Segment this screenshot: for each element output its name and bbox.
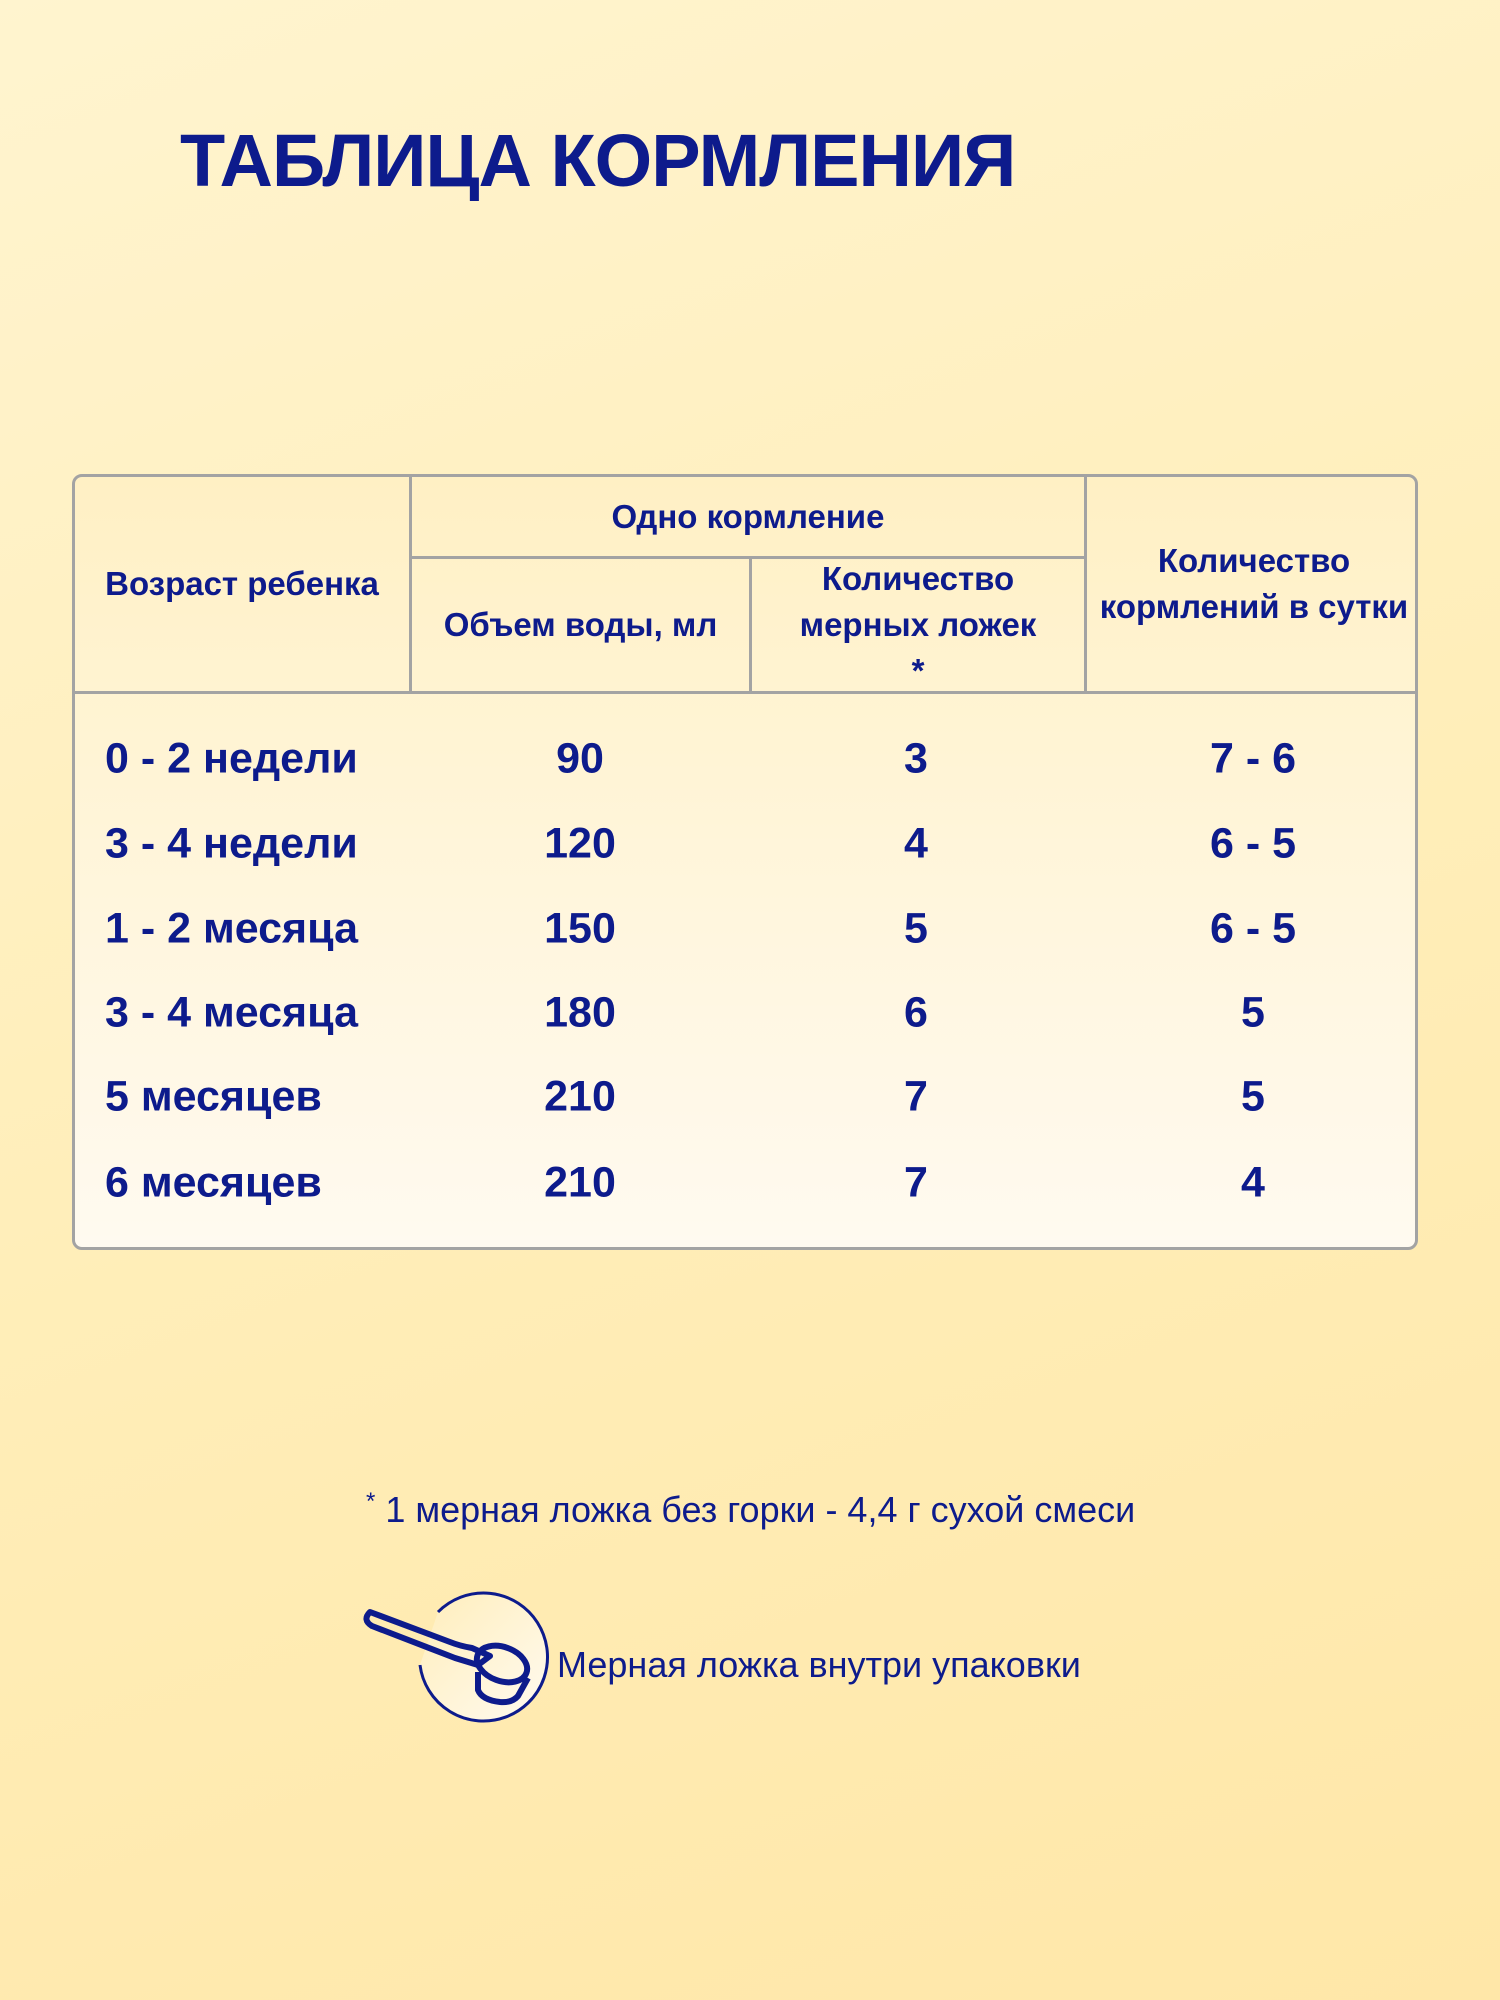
table-row: 3 - 4 недели 120 4 6 - 5 [75,802,1415,886]
cell-spoons: 6 [904,988,928,1037]
feeding-table: Возраст ребенка Одно кормление Объем вод… [72,474,1418,1250]
cell-age: 1 - 2 месяца [105,904,359,953]
divider [75,691,1415,694]
cell-feedings: 4 [1241,1158,1265,1207]
cell-age: 3 - 4 месяца [105,988,359,1037]
table-row: 5 месяцев 210 7 5 [75,1055,1415,1139]
divider [409,477,412,693]
cell-water: 180 [544,988,616,1037]
cell-water: 150 [544,904,616,953]
cell-water: 120 [544,819,616,868]
cell-feedings: 6 - 5 [1209,819,1297,868]
measuring-spoon-icon [363,1591,549,1723]
footnote: * 1 мерная ложка без горки - 4,4 г сухой… [366,1488,1135,1531]
table-row: 1 - 2 месяца 150 5 6 - 5 [75,887,1415,971]
cell-age: 6 месяцев [105,1158,322,1207]
cell-water: 210 [544,1072,616,1121]
table-row: 3 - 4 месяца 180 6 5 [75,971,1415,1055]
header-age: Возраст ребенка [105,565,379,602]
cell-age: 0 - 2 недели [105,734,358,783]
cell-feedings: 6 - 5 [1209,904,1297,953]
divider [1084,477,1087,693]
cell-age: 5 месяцев [105,1072,322,1121]
table-row: 0 - 2 недели 90 3 7 - 6 [75,717,1415,801]
cell-spoons: 7 [904,1072,928,1121]
cell-age: 3 - 4 недели [105,819,358,868]
cell-water: 90 [556,734,604,783]
cell-feedings: 7 - 6 [1209,734,1297,783]
cell-feedings: 5 [1241,988,1265,1037]
header-water-volume: Объем воды, мл [443,606,718,643]
cell-water: 210 [544,1158,616,1207]
cell-spoons: 7 [904,1158,928,1207]
cell-feedings: 5 [1241,1072,1265,1121]
page-title: ТАБЛИЦА КОРМЛЕНИЯ [180,119,1016,202]
table-row: 6 месяцев 210 7 4 [75,1141,1415,1225]
cell-spoons: 4 [904,819,928,868]
spoon-note: Мерная ложка внутри упаковки [557,1644,1081,1685]
cell-spoons: 5 [904,904,928,953]
divider [409,556,1085,559]
header-feedings-per-day: Количество кормлений в сутки [1099,542,1409,625]
header-single-feeding: Одно кормление [611,497,885,535]
footnote-mark: * [366,1488,376,1515]
divider [749,557,752,693]
footnote-text: 1 мерная ложка без горки - 4,4 г сухой с… [385,1489,1136,1530]
header-spoons: Количество мерных ложек * [799,560,1037,689]
cell-spoons: 3 [904,734,928,783]
